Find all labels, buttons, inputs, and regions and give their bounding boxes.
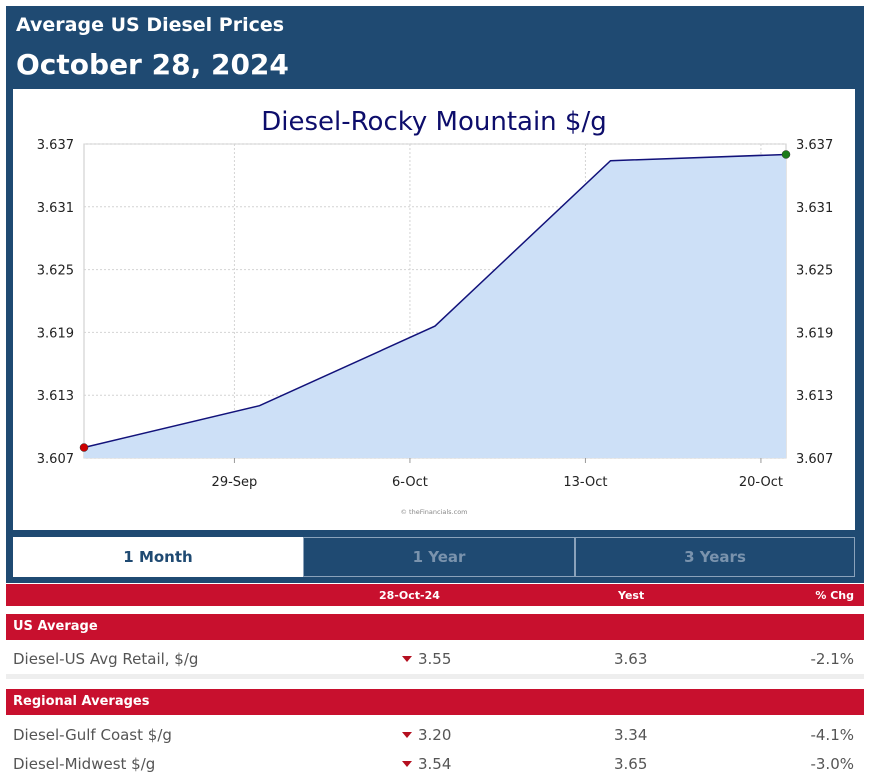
end-point-marker [781,150,791,159]
chart-panel: 3.607 3.607 3.613 3.613 3.619 3.619 3.625 3.625… [13,89,855,530]
widget-date: October 28, 2024 [16,48,289,81]
series-line [83,153,787,449]
y-tick-label-right: 3.613 [796,389,833,404]
y-tick-label-left: 3.613 [37,389,74,404]
start-point-marker [79,443,89,452]
y-tick-label-left: 3.631 [37,201,74,216]
watermark: © theFinancials.com [400,508,467,516]
header-current-date: 28-Oct-24 [379,589,440,602]
down-arrow-icon [402,761,412,767]
table-row[interactable]: Diesel-US Avg Retail, $/g 3.55 3.63 -2.1… [6,644,864,679]
y-tick-label-left: 3.607 [37,452,74,467]
table-row[interactable]: Diesel-Midwest $/g 3.54 3.65 -3.0% [6,749,864,777]
row-name: Diesel-US Avg Retail, $/g [13,650,199,668]
row-yest: 3.65 [614,755,648,773]
section-regional-averages: Regional Averages [6,689,864,715]
down-arrow-icon [402,656,412,662]
row-pct-change: -2.1% [810,650,854,668]
table-row[interactable]: Diesel-Gulf Coast $/g 3.20 3.34 -4.1% [6,720,864,750]
area-fill [84,154,786,458]
section-title: US Average [13,619,98,634]
y-tick-label-right: 3.607 [796,452,833,467]
x-tick-label: 29-Sep [212,475,258,490]
tab-1-month[interactable]: 1 Month [13,537,303,577]
header-pct-change: % Chg [815,589,854,602]
y-tick-label-left: 3.619 [37,326,74,341]
section-title: Regional Averages [13,694,150,709]
row-yest: 3.34 [614,726,648,744]
row-current: 3.55 [402,650,451,668]
chart-title: Diesel-Rocky Mountain $/g [261,107,606,137]
row-name: Diesel-Gulf Coast $/g [13,726,172,744]
header-yest: Yest [618,589,645,602]
y-tick-label-left: 3.637 [37,138,74,153]
row-pct-change: -4.1% [810,726,854,744]
row-current: 3.54 [402,755,451,773]
row-current: 3.20 [402,726,451,744]
x-tick-label: 13-Oct [563,475,607,490]
row-yest: 3.63 [614,650,648,668]
range-tabs: 1 Month 1 Year 3 Years [13,537,855,579]
down-arrow-icon [402,732,412,738]
row-pct-change: -3.0% [810,755,854,773]
x-tick-label: 6-Oct [392,475,428,490]
price-chart: 3.607 3.607 3.613 3.613 3.619 3.619 3.625 3.625… [37,107,833,516]
widget-title: Average US Diesel Prices [16,14,285,36]
section-us-average: US Average [6,614,864,640]
y-tick-label-right: 3.631 [796,201,833,216]
widget-frame: Average US Diesel Prices October 28, 202… [6,6,864,777]
y-tick-label-left: 3.625 [37,264,74,279]
table-header: 28-Oct-24 Yest % Chg [6,584,864,606]
row-name: Diesel-Midwest $/g [13,755,156,773]
tab-3-years[interactable]: 3 Years [575,537,855,577]
price-table: 28-Oct-24 Yest % Chg US Average Diesel-U… [6,583,864,777]
x-tick-label: 20-Oct [739,475,783,490]
y-tick-label-right: 3.619 [796,326,833,341]
y-tick-label-right: 3.625 [796,264,833,279]
y-tick-label-right: 3.637 [796,138,833,153]
tab-1-year[interactable]: 1 Year [303,537,575,577]
